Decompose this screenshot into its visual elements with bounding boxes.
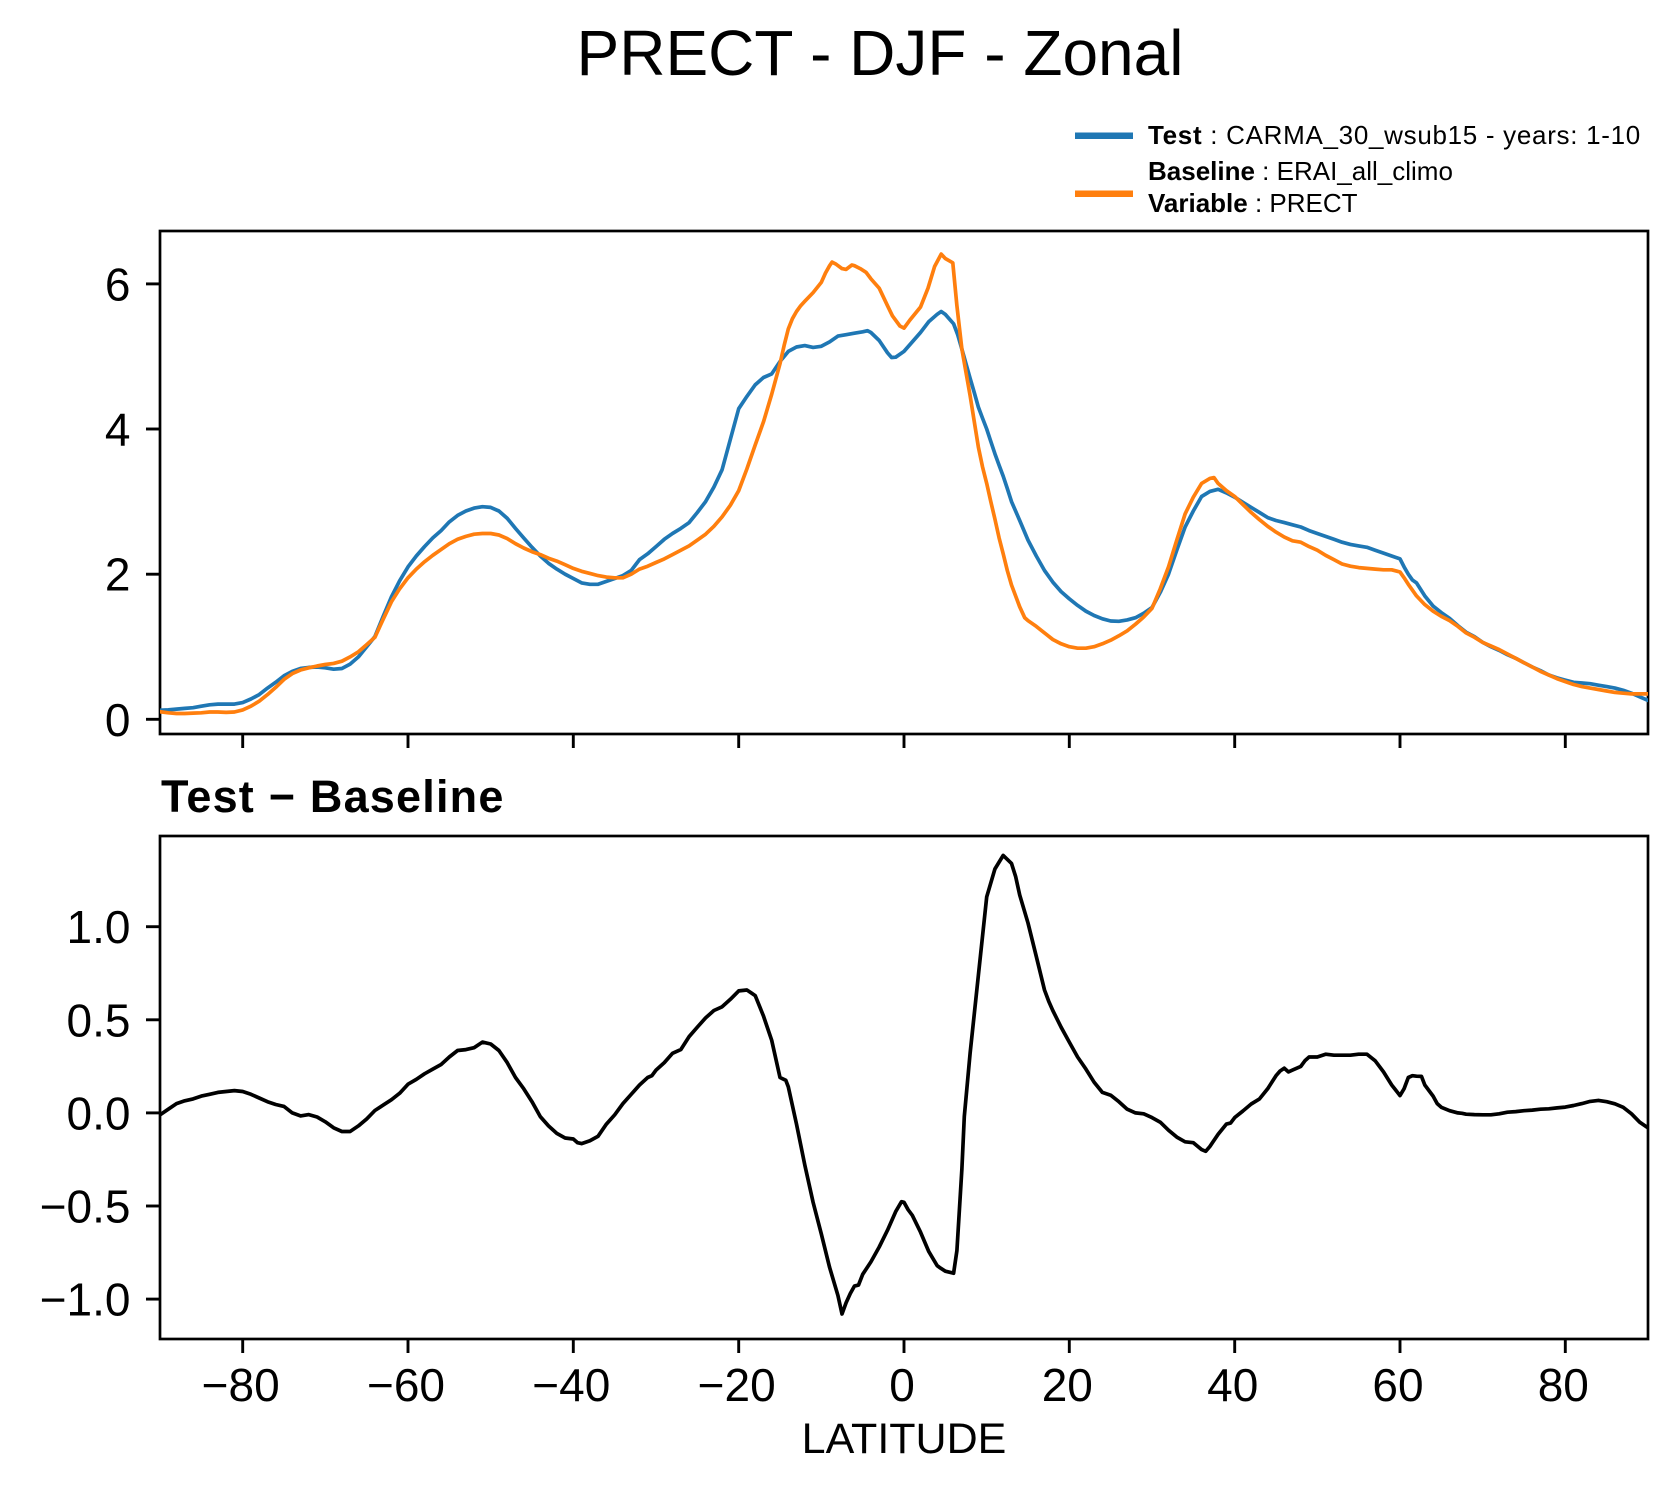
svg-text:0.0: 0.0 <box>67 1087 131 1139</box>
svg-text:−60: −60 <box>367 1359 445 1411</box>
svg-text:0: 0 <box>105 694 131 746</box>
svg-text:LATITUDE: LATITUDE <box>802 1415 1007 1463</box>
svg-text:40: 40 <box>1207 1359 1258 1411</box>
svg-text:Variable : PRECT: Variable : PRECT <box>1148 188 1358 218</box>
svg-text:2: 2 <box>105 549 131 601</box>
svg-text:4: 4 <box>105 404 131 456</box>
svg-text:60: 60 <box>1372 1359 1423 1411</box>
svg-text:20: 20 <box>1042 1359 1093 1411</box>
svg-text:1.0: 1.0 <box>67 901 131 953</box>
svg-text:6: 6 <box>105 258 131 310</box>
svg-text:−20: −20 <box>698 1359 776 1411</box>
svg-text:Test − Baseline: Test − Baseline <box>161 771 505 822</box>
svg-text:PRECT - DJF - Zonal: PRECT - DJF - Zonal <box>577 17 1184 89</box>
svg-text:−40: −40 <box>532 1359 610 1411</box>
svg-text:0: 0 <box>889 1359 915 1411</box>
svg-text:−80: −80 <box>202 1359 280 1411</box>
svg-text:Test : CARMA_30_wsub15 - years: Test : CARMA_30_wsub15 - years: 1-10 <box>1148 120 1641 150</box>
svg-text:80: 80 <box>1538 1359 1589 1411</box>
svg-text:0.5: 0.5 <box>67 994 131 1046</box>
svg-text:−1.0: −1.0 <box>40 1274 131 1326</box>
svg-text:−0.5: −0.5 <box>40 1181 131 1233</box>
svg-text:Baseline : ERAI_all_climo: Baseline : ERAI_all_climo <box>1148 156 1453 186</box>
